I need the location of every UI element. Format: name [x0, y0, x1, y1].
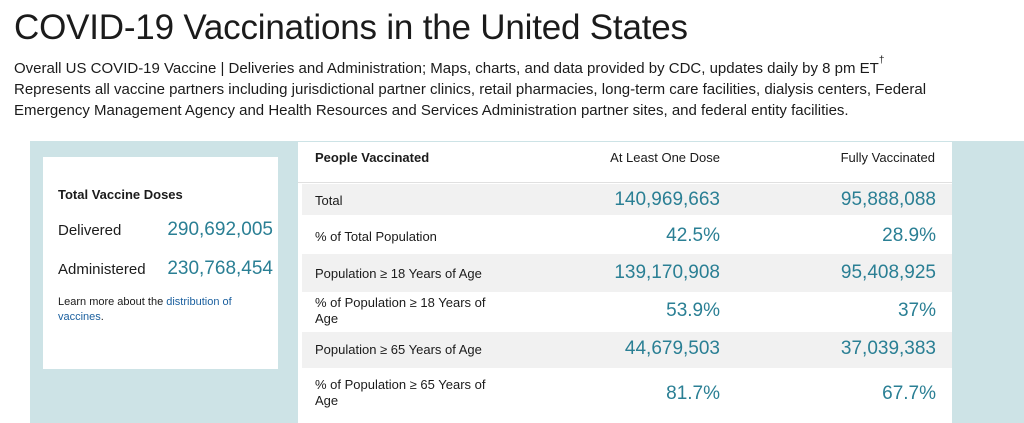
header-people-vaccinated: People Vaccinated	[315, 150, 430, 165]
row-full-value: 37,039,383	[840, 338, 936, 359]
administered-row: Administered 230,768,454	[58, 256, 273, 280]
row-full-value: 37%	[897, 300, 936, 321]
learn-more-text: Learn more about the distribution of vac…	[58, 295, 263, 325]
subtitle-line-2: Represents all vaccine partners includin…	[14, 81, 927, 98]
row-label: % of Population ≥ 65 Years of Age	[315, 377, 486, 408]
table-row: % of Population ≥ 65 Years of Age 81.7% …	[302, 370, 952, 420]
header-fully-vaccinated: Fully Vaccinated	[840, 150, 935, 165]
table-row: Population ≥ 65 Years of Age 44,679,503 …	[302, 332, 952, 368]
administered-value: 230,768,454	[167, 258, 273, 279]
administered-label: Administered	[58, 261, 146, 278]
subtitle-text-1: Overall US COVID-19 Vaccine | Deliveries…	[14, 60, 879, 77]
subtitle-line-3: Emergency Management Agency and Health R…	[14, 102, 849, 119]
delivered-value: 290,692,005	[167, 219, 273, 240]
row-full-value: 67.7%	[882, 383, 936, 404]
subtitle-line-1: Overall US COVID-19 Vaccine | Deliveries…	[14, 55, 1014, 79]
total-doses-card: Total Vaccine Doses Delivered 290,692,00…	[43, 157, 278, 369]
row-full-value: 95,408,925	[840, 262, 936, 283]
row-dose1-value: 42.5%	[666, 225, 720, 246]
row-full-value: 95,888,088	[840, 189, 936, 210]
delivered-row: Delivered 290,692,005	[58, 217, 273, 241]
page-subtitle: Overall US COVID-19 Vaccine | Deliveries…	[14, 55, 1014, 121]
learn-more-suffix: .	[100, 311, 104, 323]
row-label: Total	[315, 193, 343, 208]
table-row: Total 140,969,663 95,888,088	[302, 184, 952, 215]
distribution-of-vaccines-link[interactable]: distribution of vaccines	[58, 296, 232, 323]
header-at-least-one-dose: At Least One Dose	[610, 150, 720, 165]
page-title: COVID-19 Vaccinations in the United Stat…	[14, 8, 688, 47]
row-full-value: 28.9%	[882, 225, 936, 246]
row-dose1-value: 44,679,503	[624, 338, 720, 359]
row-dose1-value: 53.9%	[666, 300, 720, 321]
total-doses-title: Total Vaccine Doses	[58, 187, 183, 202]
row-label: % of Total Population	[315, 229, 437, 244]
row-label: Population ≥ 65 Years of Age	[315, 342, 482, 357]
delivered-label: Delivered	[58, 222, 122, 239]
learn-more-prefix: Learn more about the	[58, 296, 167, 308]
row-dose1-value: 81.7%	[666, 383, 720, 404]
table-row: % of Population ≥ 18 Years of Age 53.9% …	[302, 293, 952, 330]
row-label: % of Population ≥ 18 Years of Age	[315, 295, 486, 326]
row-dose1-value: 140,969,663	[614, 189, 720, 210]
people-vaccinated-table: People Vaccinated At Least One Dose Full…	[298, 142, 952, 423]
dagger-footnote-mark[interactable]: †	[878, 55, 885, 66]
table-row: % of Total Population 42.5% 28.9%	[302, 218, 952, 252]
table-header: People Vaccinated At Least One Dose Full…	[298, 142, 952, 183]
row-label: Population ≥ 18 Years of Age	[315, 266, 482, 281]
row-dose1-value: 139,170,908	[614, 262, 720, 283]
table-row: Population ≥ 18 Years of Age 139,170,908…	[302, 254, 952, 292]
